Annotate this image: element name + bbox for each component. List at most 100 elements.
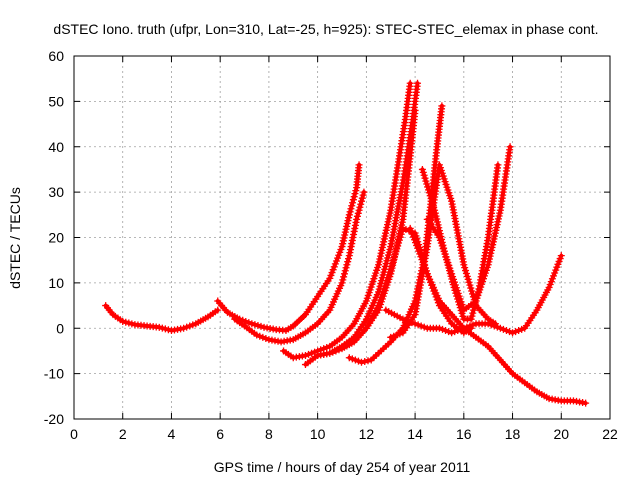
data-point <box>122 318 130 326</box>
data-point <box>445 328 453 336</box>
data-point <box>493 323 501 331</box>
data-point <box>399 315 407 323</box>
data-point <box>364 357 372 365</box>
data-point <box>350 193 358 201</box>
data-point <box>323 344 331 352</box>
data-point <box>186 322 194 330</box>
data-point <box>253 331 261 339</box>
data-point <box>387 333 395 341</box>
x-tick-label: 22 <box>602 426 618 442</box>
x-tick-label: 4 <box>168 426 176 442</box>
data-point <box>125 319 133 327</box>
data-point <box>406 79 414 87</box>
y-tick-label: -10 <box>44 366 64 382</box>
data-point <box>161 325 169 333</box>
data-point <box>329 348 337 356</box>
data-point <box>340 273 348 281</box>
data-point <box>355 206 363 214</box>
chart-title: dSTEC Iono. truth (ufpr, Lon=310, Lat=-2… <box>53 21 598 37</box>
data-point <box>470 306 478 314</box>
data-point <box>251 321 259 329</box>
data-point <box>164 326 172 334</box>
x-tick-label: 18 <box>505 426 521 442</box>
data-point <box>214 306 222 314</box>
y-tick-label: 10 <box>48 275 64 291</box>
data-point <box>326 349 334 357</box>
series-trace <box>408 226 588 406</box>
series-layer <box>102 79 590 407</box>
data-point <box>496 324 504 332</box>
series-2 <box>214 161 363 335</box>
data-point <box>308 349 316 357</box>
data-point <box>393 331 401 339</box>
data-point <box>342 264 350 272</box>
data-point <box>357 197 365 205</box>
data-point <box>448 329 456 337</box>
data-point <box>189 321 197 329</box>
y-tick-label: 30 <box>48 184 64 200</box>
x-tick-label: 12 <box>359 426 375 442</box>
data-point <box>396 330 404 338</box>
y-tick-label: 20 <box>48 230 64 246</box>
data-point <box>557 252 565 260</box>
data-point <box>494 161 502 169</box>
data-point <box>490 322 498 330</box>
data-point <box>484 320 492 328</box>
y-tick-label: 0 <box>56 320 64 336</box>
data-point <box>353 212 361 220</box>
data-point <box>411 320 419 328</box>
data-point <box>582 399 590 407</box>
data-point <box>348 355 356 363</box>
data-point <box>353 215 361 223</box>
data-point <box>341 267 349 275</box>
data-point <box>256 332 264 340</box>
data-point <box>438 102 446 110</box>
data-point <box>305 350 312 358</box>
data-point <box>254 322 262 330</box>
data-point <box>358 194 366 202</box>
data-point <box>512 328 520 336</box>
data-point <box>356 203 364 211</box>
data-point <box>347 205 355 213</box>
series-1 <box>102 302 222 335</box>
data-point <box>349 199 357 207</box>
x-tick-label: 2 <box>119 426 127 442</box>
data-point <box>515 327 523 335</box>
y-tick-label: 50 <box>48 93 64 109</box>
data-point <box>248 320 256 328</box>
data-point <box>402 316 410 324</box>
data-point <box>180 324 188 332</box>
data-point <box>451 328 459 336</box>
data-point <box>344 258 352 266</box>
data-point <box>357 358 365 366</box>
series-11 <box>423 143 514 314</box>
data-point <box>245 319 253 327</box>
series-4 <box>280 79 414 362</box>
data-point <box>262 334 270 342</box>
data-point <box>469 321 477 329</box>
data-point <box>414 321 422 329</box>
data-point <box>155 323 163 331</box>
data-point <box>408 319 416 327</box>
data-point <box>390 332 398 340</box>
x-tick-label: 16 <box>456 426 472 442</box>
data-point <box>411 106 419 114</box>
data-point <box>158 324 166 332</box>
data-point <box>439 325 446 333</box>
data-point <box>355 161 363 169</box>
data-point <box>348 202 356 210</box>
series-trace <box>215 162 362 333</box>
data-point <box>344 255 352 263</box>
x-tick-label: 6 <box>216 426 224 442</box>
tick-labels: 0 2 4 6 8 10 12 14 16 18 20 22 -20 -10 0 10 20 30 40 50 60 <box>44 48 618 442</box>
data-point <box>435 324 443 332</box>
data-point <box>301 351 309 359</box>
data-point <box>335 346 343 354</box>
data-point <box>345 211 353 219</box>
data-point <box>360 188 368 196</box>
data-point <box>414 79 422 87</box>
data-point <box>345 354 353 362</box>
data-point <box>359 191 367 199</box>
data-point <box>257 322 265 330</box>
